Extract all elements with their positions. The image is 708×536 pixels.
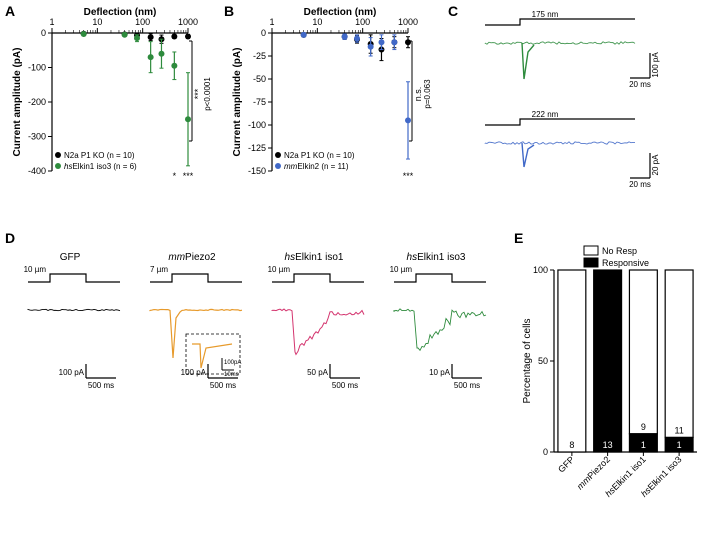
- svg-text:-25: -25: [253, 51, 266, 61]
- svg-text:***: ***: [403, 171, 414, 181]
- panel-c-label: C: [448, 3, 458, 19]
- svg-text:mmPiezo2: mmPiezo2: [168, 252, 216, 263]
- svg-text:10ms: 10ms: [224, 372, 239, 378]
- svg-text:10 µm: 10 µm: [390, 265, 413, 274]
- svg-text:1: 1: [641, 440, 646, 450]
- svg-text:-100: -100: [28, 63, 46, 73]
- svg-text:20 ms: 20 ms: [629, 80, 651, 89]
- panel-d-label: D: [5, 230, 15, 246]
- svg-text:500 ms: 500 ms: [210, 381, 236, 390]
- svg-text:Current amplitude (pA): Current amplitude (pA): [12, 48, 23, 157]
- svg-text:1000: 1000: [178, 17, 198, 27]
- svg-text:GFP: GFP: [60, 252, 81, 263]
- panel-d-traces: GFP10 µm100 pA500 msmmPiezo27 µm100pA10m…: [15, 250, 515, 420]
- svg-text:1000: 1000: [398, 17, 418, 27]
- svg-text:9: 9: [641, 422, 646, 432]
- svg-text:8: 8: [569, 440, 574, 450]
- svg-text:N2a P1 KO (n = 10): N2a P1 KO (n = 10): [284, 151, 355, 160]
- svg-text:100 pA: 100 pA: [59, 368, 85, 377]
- svg-text:p=0.063: p=0.063: [423, 79, 432, 109]
- svg-text:N2a P1 KO (n = 10): N2a P1 KO (n = 10): [64, 151, 135, 160]
- svg-text:-150: -150: [248, 166, 266, 176]
- svg-text:n.s.: n.s.: [413, 87, 423, 102]
- svg-text:-50: -50: [253, 74, 266, 84]
- svg-text:***: ***: [183, 171, 194, 181]
- svg-text:10 µm: 10 µm: [268, 265, 291, 274]
- svg-text:100: 100: [135, 17, 150, 27]
- svg-text:Deflection (nm): Deflection (nm): [304, 7, 377, 18]
- svg-text:hsElkin1 iso3: hsElkin1 iso3: [407, 252, 466, 263]
- svg-text:-100: -100: [248, 120, 266, 130]
- svg-text:1: 1: [49, 17, 54, 27]
- panel-b-chart: 1 10 100 1000 Deflection (nm) 0 -25 -50 -75 -100 -…: [230, 5, 440, 207]
- svg-text:Percentage of cells: Percentage of cells: [522, 318, 533, 403]
- svg-text:-300: -300: [28, 132, 46, 142]
- svg-text:0: 0: [261, 28, 266, 38]
- svg-text:GFP: GFP: [556, 454, 576, 474]
- svg-text:100pA: 100pA: [224, 360, 241, 366]
- svg-text:10: 10: [92, 17, 102, 27]
- svg-text:Current amplitude (pA): Current amplitude (pA): [232, 48, 243, 157]
- svg-text:100: 100: [533, 265, 548, 275]
- svg-text:hsElkin1 iso1: hsElkin1 iso1: [285, 252, 344, 263]
- svg-text:100: 100: [355, 17, 370, 27]
- svg-text:10 pA: 10 pA: [429, 368, 451, 377]
- panel-c-traces: 175 nm100 pA20 ms222 nm20 pA20 ms: [460, 5, 700, 205]
- svg-text:mmPiezo2: mmPiezo2: [575, 454, 612, 491]
- panel-e-chart: No Resp Responsive 0 50 100 Percentage of cel…: [520, 240, 705, 532]
- svg-text:1: 1: [269, 17, 274, 27]
- svg-text:500 ms: 500 ms: [332, 381, 358, 390]
- svg-text:222 nm: 222 nm: [532, 110, 559, 119]
- svg-text:20 pA: 20 pA: [651, 154, 660, 176]
- svg-text:13: 13: [603, 440, 613, 450]
- svg-text:500 ms: 500 ms: [454, 381, 480, 390]
- svg-text:-400: -400: [28, 166, 46, 176]
- svg-text:0: 0: [543, 447, 548, 457]
- svg-text:100 pA: 100 pA: [651, 52, 660, 78]
- svg-text:Deflection (nm): Deflection (nm): [84, 7, 157, 18]
- svg-text:1: 1: [677, 440, 682, 450]
- svg-text:11: 11: [674, 425, 683, 435]
- svg-text:10 µm: 10 µm: [24, 265, 47, 274]
- svg-text:50 pA: 50 pA: [307, 368, 329, 377]
- svg-text:-200: -200: [28, 97, 46, 107]
- svg-text:0: 0: [41, 28, 46, 38]
- svg-text:*: *: [173, 171, 177, 181]
- svg-text:-75: -75: [253, 97, 266, 107]
- svg-text:mmElkin2 (n = 11): mmElkin2 (n = 11): [284, 162, 349, 171]
- svg-text:7 µm: 7 µm: [150, 265, 168, 274]
- svg-text:175 nm: 175 nm: [532, 10, 559, 19]
- svg-text:***: ***: [193, 88, 203, 99]
- svg-text:-125: -125: [248, 143, 266, 153]
- svg-text:500 ms: 500 ms: [88, 381, 114, 390]
- svg-text:10: 10: [312, 17, 322, 27]
- panel-a-chart: 1 10 100 1000 Deflection (nm) 0 -100 -200 -300 -4…: [10, 5, 220, 207]
- svg-text:Responsive: Responsive: [602, 258, 649, 268]
- svg-text:50: 50: [538, 356, 548, 366]
- svg-text:100 pA: 100 pA: [181, 368, 207, 377]
- svg-text:hsElkin1 iso3 (n = 6): hsElkin1 iso3 (n = 6): [64, 162, 137, 171]
- svg-text:p<0.0001: p<0.0001: [203, 77, 212, 111]
- svg-text:No Resp: No Resp: [602, 246, 637, 256]
- svg-text:20 ms: 20 ms: [629, 180, 651, 189]
